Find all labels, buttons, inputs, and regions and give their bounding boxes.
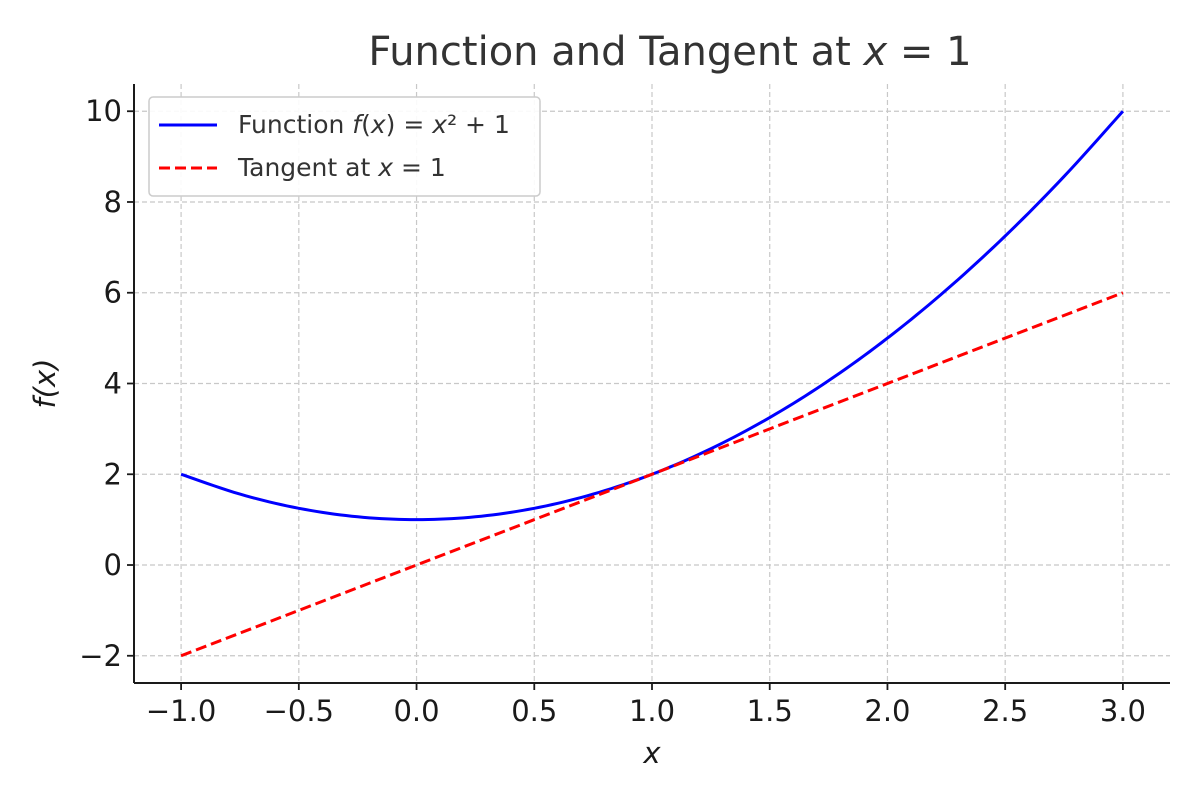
y-tick-label: −2 [79,639,122,673]
legend-label-tangent: Tangent at x = 1 [237,153,446,182]
legend-label-function: Function f(x) = x² + 1 [238,110,510,139]
legend-box [148,96,541,197]
y-tick-label: 0 [104,548,122,582]
legend: Function f(x) = x² + 1 Tangent at x = 1 [148,96,541,197]
x-tick-label: −1.0 [146,694,216,728]
y-tick-label: 2 [104,457,122,491]
y-tick-label: 10 [85,94,122,128]
series-layer [180,110,1125,658]
x-tick-label: 2.5 [982,694,1028,728]
x-tick-label: 1.5 [747,694,793,728]
x-axis-label: x [642,736,661,770]
x-tick-label: 0.5 [511,694,557,728]
chart-title: Function and Tangent at x = 1 [368,29,971,75]
x-tick-label: 2.0 [864,694,910,728]
y-tick-label: 8 [104,185,122,219]
x-tick-label: −0.5 [264,694,334,728]
y-axis-label: f(x) [28,359,62,409]
tangent-line [180,291,1124,658]
ticks-layer: −1.0 −0.5 0.0 0.5 1.0 1.5 2.0 2.5 3.0 −2 0 2 4 6 8 10 [79,94,1146,728]
x-tick-label: 0.0 [393,694,439,728]
y-tick-label: 6 [104,276,122,310]
x-tick-label: 1.0 [629,694,675,728]
x-tick-label: 3.0 [1100,694,1146,728]
labels-layer: Function and Tangent at x = 1 x f(x) [28,29,972,770]
y-tick-label: 4 [104,367,122,401]
